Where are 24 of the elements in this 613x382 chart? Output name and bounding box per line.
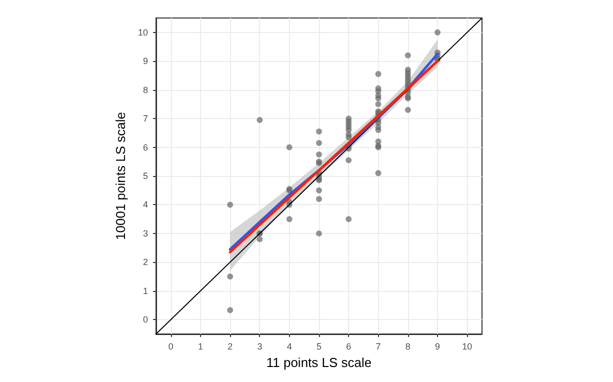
x-tick-label: 9 — [435, 342, 440, 352]
x-tick-label: 10 — [462, 342, 472, 352]
y-tick-label: 1 — [142, 286, 148, 296]
y-tick-label: 4 — [142, 200, 148, 210]
y-axis-title: 10001 points LS scale — [113, 112, 128, 240]
y-tick-label: 5 — [142, 171, 148, 181]
y-tick-label: 3 — [142, 228, 148, 238]
y-tick-label: 8 — [142, 84, 148, 95]
x-tick-label: 0 — [168, 342, 174, 352]
x-axis-title: 11 points LS scale — [266, 355, 372, 370]
x-tick-label: 2 — [228, 342, 233, 352]
y-tick-label: 0 — [142, 314, 148, 325]
y-tick-label: 2 — [142, 257, 148, 268]
x-tick-label: 8 — [405, 342, 410, 352]
x-tick-label: 4 — [286, 342, 292, 352]
x-tick-label: 1 — [198, 342, 203, 352]
x-tick-label: 5 — [316, 342, 322, 352]
y-tick-label: 9 — [142, 56, 148, 66]
y-tick-label: 6 — [142, 142, 148, 152]
y-tick-label: 10 — [138, 27, 148, 38]
y-tick-label: 7 — [142, 114, 148, 124]
x-tick-label: 7 — [376, 342, 381, 352]
x-tick-label: 6 — [346, 342, 352, 352]
x-tick-label: 3 — [257, 342, 262, 352]
